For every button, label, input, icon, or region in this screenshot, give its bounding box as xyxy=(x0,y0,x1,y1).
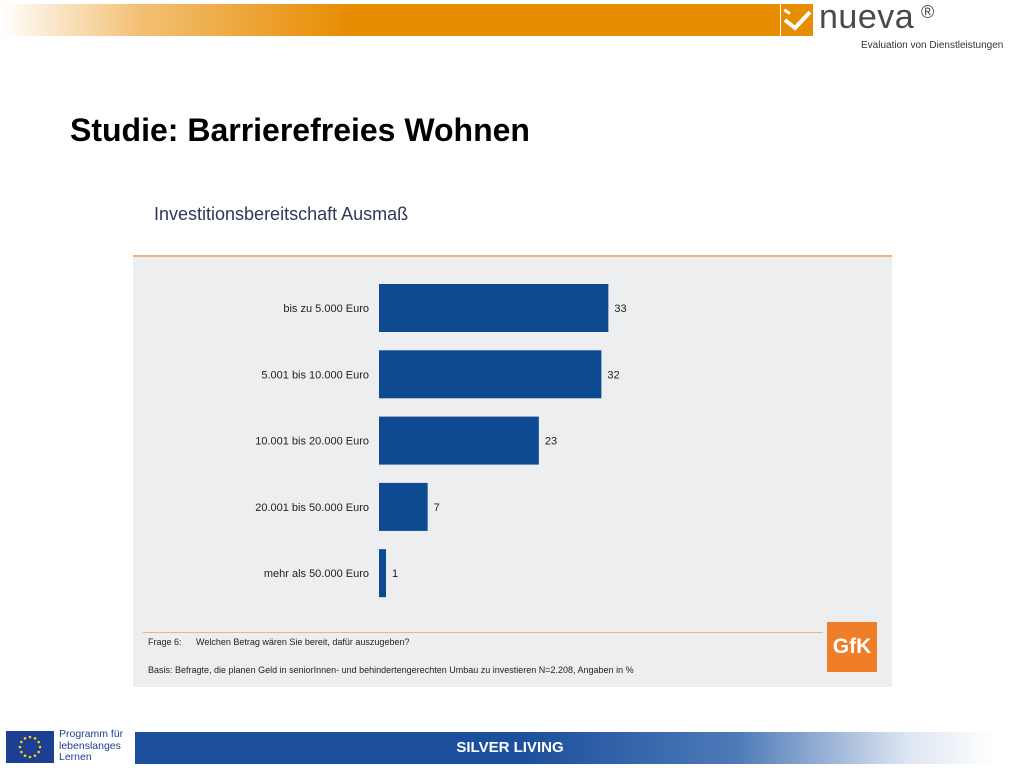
bar-value-label: 23 xyxy=(545,436,557,448)
category-label: 10.001 bis 20.000 Euro xyxy=(255,436,369,448)
question-text: Welchen Betrag wären Sie bereit, dafür a… xyxy=(196,637,410,647)
question-note: Frage 6: Welchen Betrag wären Sie bereit,… xyxy=(148,637,409,647)
bar-chart: bis zu 5.000 Euro 33 5.001 bis 10.000 Euro… xyxy=(255,284,627,598)
eu-star-icon xyxy=(28,755,32,759)
bar xyxy=(379,482,428,531)
eu-program-text: Programm für lebenslanges Lernen xyxy=(59,728,124,763)
bar xyxy=(379,416,539,465)
top-orange-bar xyxy=(0,4,780,36)
logo-subtitle: Evaluation von Dienstleistungen xyxy=(861,40,1004,51)
gfk-logo: GfK xyxy=(827,622,877,672)
nueva-logo: nueva ® Evaluation von Dienstleistungen xyxy=(781,0,1017,54)
footer-title: SILVER LIVING xyxy=(456,739,564,756)
bar-value-label: 7 xyxy=(434,502,440,514)
footer-bar: SILVER LIVING xyxy=(135,732,995,764)
nueva-logo-mark-icon xyxy=(781,4,813,36)
chart-panel: bis zu 5.000 Euro 33 5.001 bis 10.000 Euro… xyxy=(133,255,892,687)
eu-star-icon xyxy=(20,740,23,744)
question-label: Frage 6: xyxy=(148,637,182,647)
eu-star-icon xyxy=(23,737,27,740)
bar xyxy=(379,549,386,598)
bar-value-label: 33 xyxy=(614,303,626,315)
category-label: 20.001 bis 50.000 Euro xyxy=(255,502,369,514)
chart-header: Investitionsbereitschaft Ausmaß xyxy=(154,204,409,224)
eu-star-icon xyxy=(33,737,37,740)
eu-flag-icon xyxy=(6,731,54,763)
logo-registered: ® xyxy=(921,2,935,22)
eu-star-icon xyxy=(23,754,27,757)
category-label: mehr als 50.000 Euro xyxy=(264,568,369,580)
logo-text: nueva xyxy=(819,0,915,36)
eu-star-icon xyxy=(33,754,37,757)
eu-star-icon xyxy=(37,740,40,744)
slide-title: Studie: Barrierefreies Wohnen xyxy=(70,112,530,148)
basis-note: Basis: Befragte, die planen Geld in seni… xyxy=(148,665,634,675)
bar xyxy=(379,284,609,332)
bar xyxy=(379,350,602,399)
eu-star-icon xyxy=(18,745,22,749)
eu-star-icon xyxy=(38,745,42,749)
category-label: bis zu 5.000 Euro xyxy=(283,303,369,315)
eu-star-icon xyxy=(20,750,23,754)
bar-value-label: 32 xyxy=(607,369,619,381)
notes-separator xyxy=(143,632,823,633)
eu-star-icon xyxy=(28,735,32,739)
category-label: 5.001 bis 10.000 Euro xyxy=(261,369,369,381)
eu-star-icon xyxy=(37,750,40,754)
bar-value-label: 1 xyxy=(392,568,398,580)
